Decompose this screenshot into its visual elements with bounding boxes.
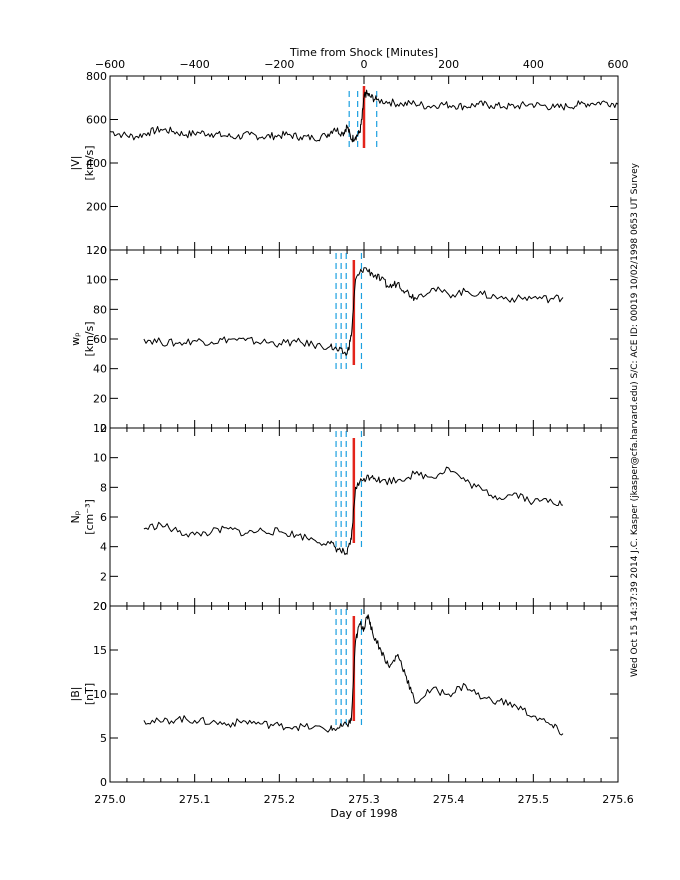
- y-axis-unit: [km/s]: [83, 145, 96, 180]
- y-tick-label: 40: [93, 363, 107, 376]
- panel-frame: [109, 249, 619, 429]
- y-tick-label: 12: [93, 422, 107, 435]
- y-tick-label: 10: [93, 688, 107, 701]
- top-tick-label: 400: [523, 58, 544, 71]
- x-tick-label: 275.6: [602, 793, 634, 806]
- side-annotation: Wed Oct 15 14:37:39 2014 J.C. Kasper (jk…: [630, 162, 640, 677]
- y-tick-label: 200: [86, 201, 107, 214]
- panel-frame: [109, 427, 619, 607]
- x-tick-label: 275.2: [264, 793, 296, 806]
- panel-speed: 0 200 400 600 800 |V| [km/s]: [69, 70, 619, 257]
- y-tick-label: 600: [86, 114, 107, 127]
- top-tick-label: 600: [608, 58, 629, 71]
- x-axis-title: Day of 1998: [330, 807, 397, 820]
- top-tick-label: −600: [95, 58, 125, 71]
- y-axis-label: Nₚ: [69, 510, 82, 523]
- y-axis-label: |B|: [69, 687, 82, 702]
- y-axis-unit: [cm⁻³]: [83, 499, 96, 535]
- top-tick-label: 0: [361, 58, 368, 71]
- x-tick-label: 275.5: [518, 793, 550, 806]
- y-tick-label: 400: [86, 157, 107, 170]
- series-line-magnetic-field: [143, 614, 564, 736]
- x-tick-label: 275.1: [179, 793, 211, 806]
- y-tick-label: 0: [100, 244, 107, 257]
- top-tick-label: 200: [438, 58, 459, 71]
- top-tick-label: −200: [264, 58, 294, 71]
- y-tick-label: 80: [93, 303, 107, 316]
- y-tick-label: 0: [100, 600, 107, 613]
- y-tick-label: 0: [100, 776, 107, 789]
- panel-density: 0 2 4 6 8 10 12 Nₚ [cm⁻³]: [69, 422, 619, 613]
- series-line-speed: [109, 89, 619, 143]
- top-tick-label: −400: [180, 58, 210, 71]
- panel-frame: [109, 605, 619, 783]
- y-axis-unit: [nT]: [83, 683, 96, 705]
- x-tick-label: 275.0: [94, 793, 126, 806]
- y-tick-label: 60: [93, 333, 107, 346]
- y-tick-label: 100: [86, 274, 107, 287]
- y-axis-label: |V|: [69, 156, 82, 171]
- y-tick-label: 20: [93, 600, 107, 613]
- top-axis-title: Time from Shock [Minutes]: [289, 46, 438, 59]
- y-tick-label: 5: [100, 732, 107, 745]
- x-tick-label: 275.3: [348, 793, 380, 806]
- y-tick-label: 6: [100, 511, 107, 524]
- y-tick-label: 800: [86, 70, 107, 83]
- series-line-thermal-speed: [143, 267, 564, 356]
- y-tick-label: 4: [100, 541, 107, 554]
- y-axis-unit: [km/s]: [83, 321, 96, 356]
- y-tick-label: 0: [100, 422, 107, 435]
- panel-magnetic-field: 0 5 10 15 20 |B| [nT]: [69, 600, 619, 789]
- y-tick-label: 8: [100, 481, 107, 494]
- y-tick-label: 20: [93, 392, 107, 405]
- y-tick-label: 10: [93, 452, 107, 465]
- y-tick-label: 15: [93, 644, 107, 657]
- y-tick-label: 120: [86, 244, 107, 257]
- series-line-density: [143, 466, 564, 556]
- y-tick-label: 2: [100, 570, 107, 583]
- y-axis-label: wₚ: [69, 332, 82, 346]
- x-tick-label: 275.4: [433, 793, 465, 806]
